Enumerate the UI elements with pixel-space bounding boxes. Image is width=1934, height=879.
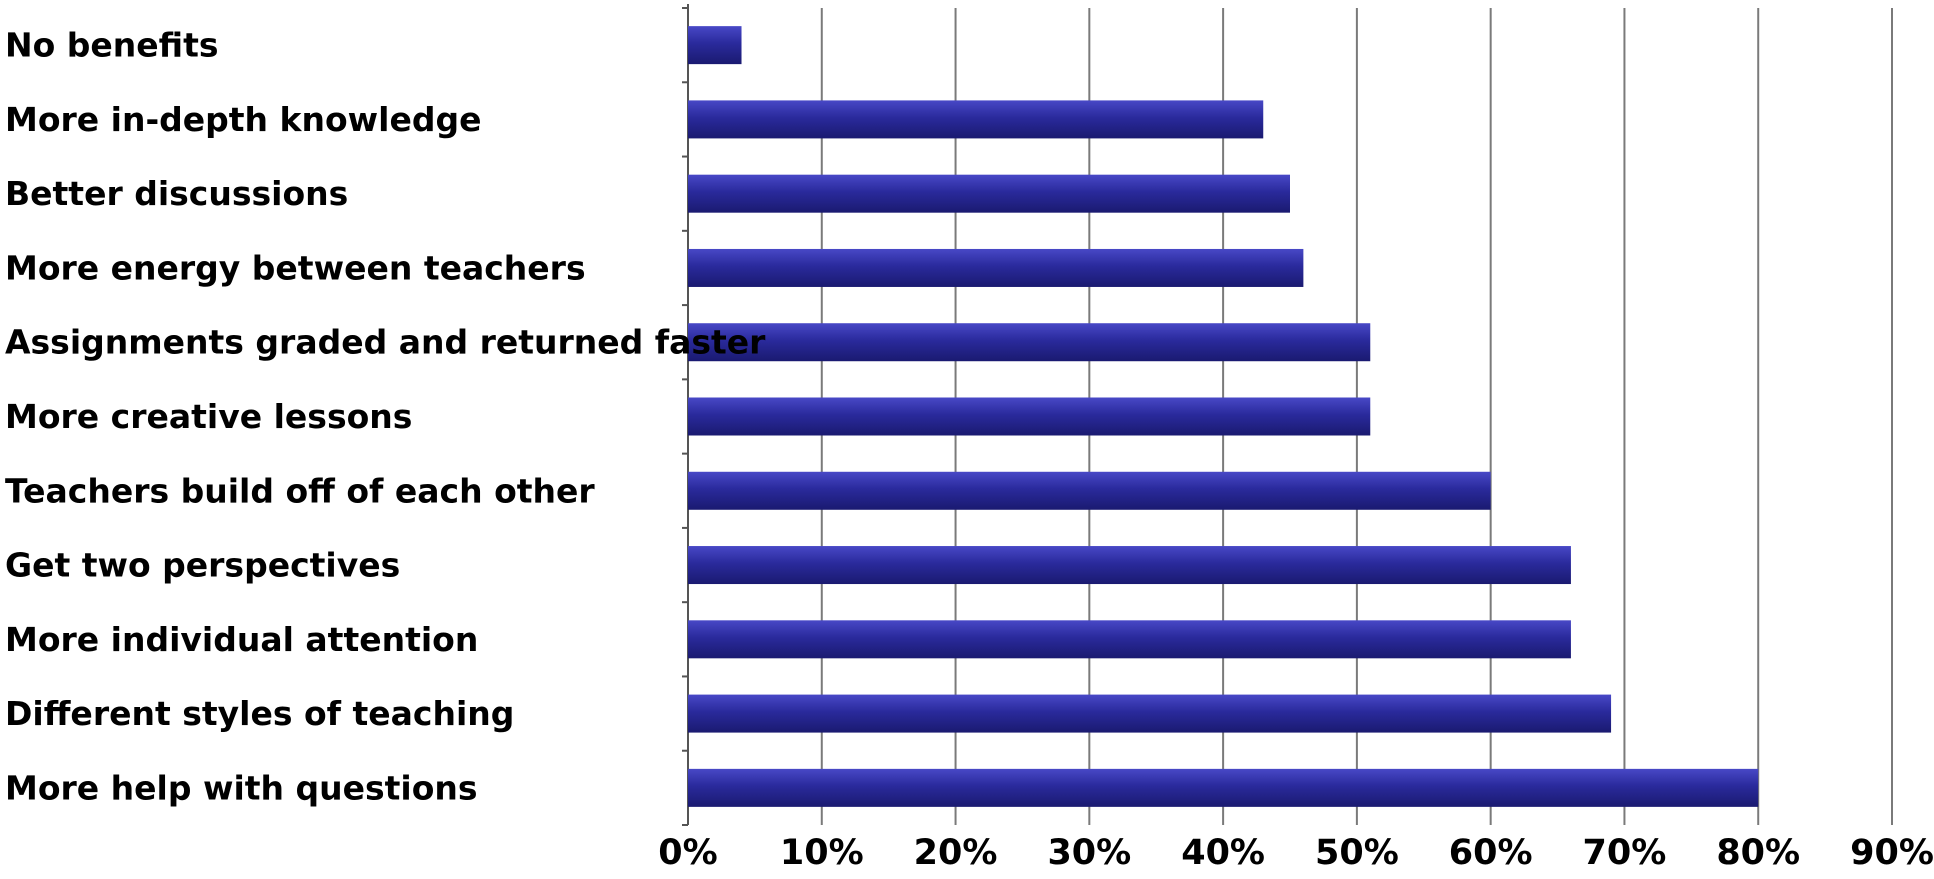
category-label: More creative lessons [5,397,412,436]
bar [688,323,1371,362]
x-tick-label: 90% [1850,833,1934,873]
category-label: Get two perspectives [5,546,400,585]
x-tick-label: 30% [1047,833,1131,873]
bar [688,694,1612,733]
bar [688,546,1571,585]
bar [688,248,1304,287]
category-label: Teachers build off of each other [5,471,595,510]
bar [688,768,1759,807]
x-tick-label: 70% [1583,833,1667,873]
category-label: Better discussions [5,174,348,213]
category-label: More help with questions [5,768,478,807]
category-label: Different styles of teaching [5,694,514,733]
x-tick-label: 20% [914,833,998,873]
category-labels: No benefits More in-depth knowledge Better… [5,26,766,808]
x-tick-labels: 0% 10% 20% 30% 40% 50% 60% 70% 80% 90% [658,833,1934,873]
bar [688,397,1371,436]
x-tick-label: 0% [658,833,717,873]
category-label: More energy between teachers [5,248,586,287]
x-tick-label: 50% [1315,833,1399,873]
x-tick-label: 60% [1449,833,1533,873]
bar [688,26,742,65]
category-label: More individual attention [5,620,478,659]
bar [688,174,1290,213]
x-tick-label: 40% [1181,833,1265,873]
x-tick-label: 80% [1716,833,1800,873]
axes [682,4,689,826]
bar [688,471,1491,510]
category-label: No benefits [5,26,219,65]
bars [688,26,1759,807]
category-label: Assignments graded and returned faster [5,323,766,362]
bar [688,620,1571,659]
x-tick-label: 10% [780,833,864,873]
category-label: More in-depth knowledge [5,100,481,139]
bar [688,100,1264,139]
